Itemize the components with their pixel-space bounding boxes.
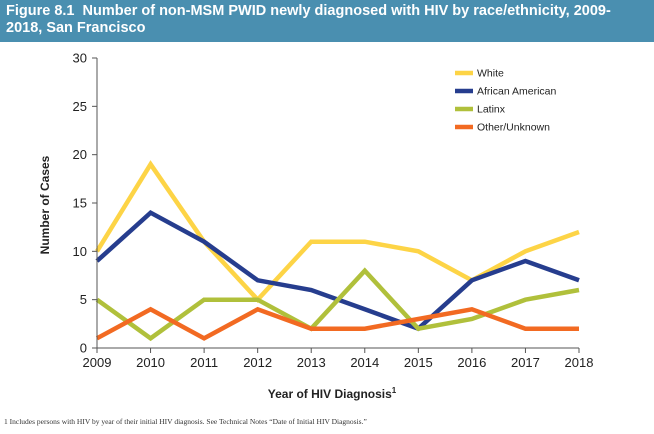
legend-label-other-unknown: Other/Unknown: [477, 122, 550, 134]
x-axis-label: Year of HIV Diagnosis1: [268, 386, 397, 401]
x-tick-label: 2018: [565, 355, 594, 370]
x-axis-label-text: Year of HIV Diagnosis: [268, 387, 392, 401]
x-tick-label: 2012: [243, 355, 272, 370]
x-tick-label: 2011: [190, 355, 218, 370]
legend-label-latinx: Latinx: [477, 104, 506, 116]
legend-label-african-american: African American: [477, 86, 557, 98]
footnote: 1 Includes persons with HIV by year of t…: [4, 417, 367, 426]
y-tick-label: 10: [73, 244, 87, 259]
series-line-african-american: [95, 209, 580, 332]
y-tick-label: 30: [73, 51, 87, 66]
y-tick-label: 5: [80, 292, 87, 307]
x-tick-label: 2016: [457, 355, 486, 370]
y-tick-label: 25: [73, 99, 87, 114]
x-tick-label: 2017: [511, 355, 540, 370]
series-line-latinx: [95, 267, 580, 342]
y-tick-label: 15: [73, 196, 87, 211]
figure-title: Figure 8.1 Number of non-MSM PWID newly …: [6, 3, 611, 36]
x-tick-label: 2010: [136, 355, 165, 370]
x-axis-label-footnote-marker: 1: [392, 386, 397, 395]
legend-label-white: White: [477, 68, 504, 80]
x-tick-label: 2014: [350, 355, 379, 370]
series-line-other-unknown: [95, 306, 579, 341]
y-tick-label: 0: [80, 341, 87, 356]
x-tick-label: 2009: [83, 355, 112, 370]
x-tick-label: 2013: [297, 355, 326, 370]
y-axis-label: Number of Cases: [38, 155, 52, 254]
y-tick-label: 20: [73, 147, 87, 162]
x-tick-label: 2015: [404, 355, 433, 370]
series-line-white: [95, 160, 580, 304]
title-banner: [0, 0, 654, 42]
